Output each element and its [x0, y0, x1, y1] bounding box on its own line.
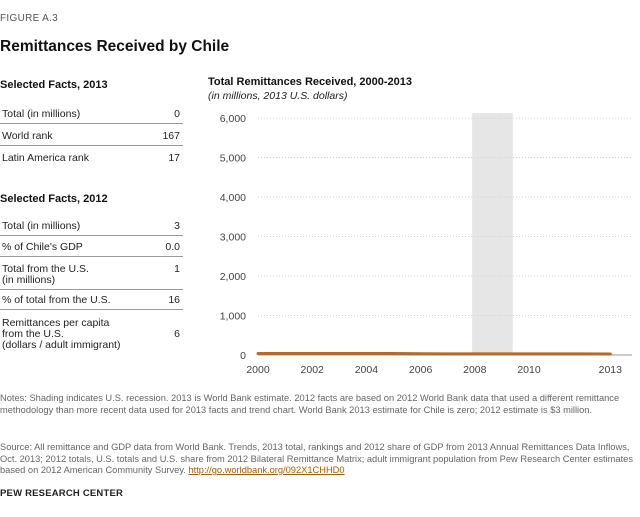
facts-2012-row: Remittances per capita from the U.S. (do…: [0, 318, 183, 354]
source-text: Source: All remittance and GDP data from…: [0, 442, 633, 475]
fact-value: 16: [168, 294, 180, 306]
y-tick-label: 0: [240, 350, 246, 362]
y-tick-label: 6,000: [220, 113, 246, 125]
organization-label: PEW RESEARCH CENTER: [0, 488, 124, 499]
source-link[interactable]: http://go.worldbank.org/092X1CHHD0: [188, 465, 345, 475]
recession-shading: [472, 113, 513, 355]
fact-label: % of Chile's GDP: [2, 241, 83, 253]
y-tick-label: 1,000: [220, 311, 246, 323]
facts-2013-row: Total (in millions) 0: [0, 109, 183, 124]
notes: Notes: Shading indicates U.S. recession.…: [0, 393, 620, 415]
facts-2012-heading: Selected Facts, 2012: [0, 193, 108, 205]
fact-label: Total (in millions): [2, 108, 81, 120]
facts-2013-row: Latin America rank 17: [0, 153, 183, 167]
x-tick-label: 2010: [517, 364, 541, 376]
source-note: Source: All remittance and GDP data from…: [0, 442, 640, 477]
x-tick-label: 2008: [463, 364, 487, 376]
x-tick-label: 2006: [409, 364, 433, 376]
fact-label: Remittances per capita from the U.S. (do…: [2, 317, 121, 351]
y-tick-label: 2,000: [220, 271, 246, 283]
figure-label: FIGURE A.3: [0, 13, 59, 24]
fact-value: 17: [168, 152, 180, 164]
x-tick-label: 2000: [246, 364, 270, 376]
remittances-series-line: [256, 352, 612, 356]
y-tick-label: 5,000: [220, 153, 246, 165]
fact-value: 6: [174, 328, 180, 340]
x-tick-label: 2004: [355, 364, 379, 376]
facts-2012-row: Total (in millions) 3: [0, 221, 183, 236]
fact-value: 1: [174, 263, 180, 275]
page-title: Remittances Received by Chile: [0, 38, 230, 55]
fact-value: 167: [162, 130, 180, 142]
fact-label: Latin America rank: [2, 152, 89, 164]
y-tick-label: 3,000: [220, 232, 246, 244]
fact-label: Total (in millions): [2, 220, 81, 232]
fact-value: 0: [174, 108, 180, 120]
fact-label: Total from the U.S. (in millions): [2, 263, 89, 286]
facts-2012-row: % of Chile's GDP 0.0: [0, 242, 183, 257]
x-tick-label: 2013: [599, 364, 623, 376]
x-tick-label: 2002: [301, 364, 325, 376]
chart-title: Total Remittances Received, 2000-2013: [208, 76, 413, 88]
fact-label: World rank: [2, 130, 53, 142]
facts-2013-heading: Selected Facts, 2013: [0, 79, 108, 91]
fact-value: 3: [174, 220, 180, 232]
facts-2012-row: Total from the U.S. (in millions) 1: [0, 264, 183, 290]
fact-value: 0.0: [165, 241, 180, 253]
remittances-line-chart: 0 1,000 2,000 3,000 4,000 5,000 6,000 2000 2002 2…: [220, 113, 632, 376]
fact-label: % of total from the U.S.: [2, 294, 111, 306]
facts-2013-row: World rank 167: [0, 131, 183, 146]
facts-2012-row: % of total from the U.S. 16: [0, 295, 183, 310]
chart-subtitle: (in millions, 2013 U.S. dollars): [208, 90, 348, 102]
y-tick-label: 4,000: [220, 192, 246, 204]
